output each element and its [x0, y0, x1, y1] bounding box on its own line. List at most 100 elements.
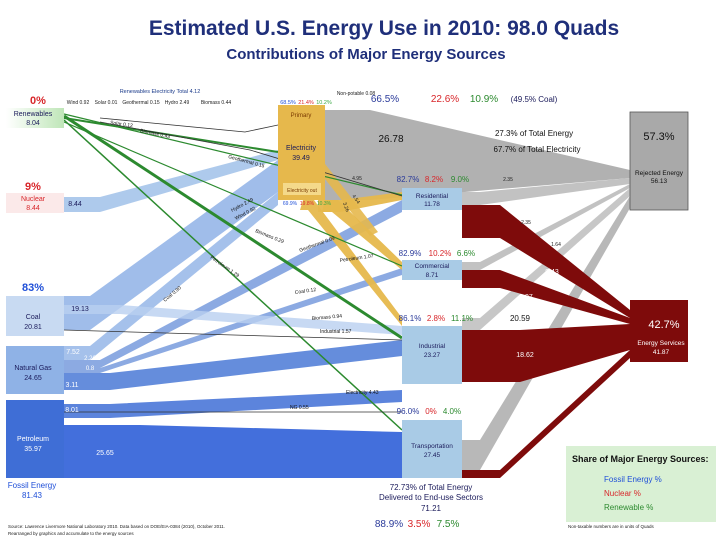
flow-residential-rejected	[462, 178, 630, 205]
flow-label: Electricity 4.43	[346, 390, 379, 396]
nonpotable-note: Non-potable 0.08	[337, 91, 376, 97]
petroleum-label: Petroleum	[17, 436, 49, 443]
trans-share-n: 0%	[425, 407, 437, 416]
flow-petroleum-industrial	[64, 390, 402, 418]
flow-thin-biomass	[99, 121, 403, 197]
res-share-n: 8.2%	[425, 175, 443, 184]
services-pct: 42.7%	[648, 319, 679, 331]
note-total-electricity: 67.7% of Total Electricity	[493, 145, 580, 154]
flow-label: Coal 0.12	[294, 287, 316, 296]
electricity-lost: 26.78	[378, 134, 403, 145]
gas-flow: 0.8	[86, 366, 95, 372]
bottom-share-fossil: 88.9%	[375, 519, 403, 530]
renewables-breakdown-item: Solar 0.01	[95, 100, 118, 106]
electricity-pct-nuclear: 21.4%	[298, 100, 314, 106]
ind-share-f: 86.1%	[399, 314, 422, 323]
flow-thin-ind	[63, 329, 403, 341]
gas-box	[6, 346, 64, 394]
extra-flow: 2.35	[521, 220, 531, 226]
nontaxable-note: Non-taxable numbers are in units of Quad…	[568, 524, 655, 529]
extra-flow: 6.97	[519, 294, 533, 301]
industrial-flow-2: 18.62	[516, 352, 534, 359]
electricity-out-pct-renewable: 10.3%	[317, 201, 332, 207]
flow-label: Biomass 0.94	[312, 313, 343, 322]
industrial-value: 23.27	[424, 352, 441, 359]
top-share-coal: (49.5% Coal)	[511, 95, 558, 104]
residential-label: Residential	[416, 193, 449, 200]
coal-flow: 19.13	[71, 306, 89, 313]
top-share-renewable: 10.9%	[470, 94, 498, 105]
flow-thin-solar	[99, 117, 279, 133]
flow-residential-services	[462, 205, 630, 318]
electricity-to-com: 4.54	[350, 194, 361, 206]
services-value: 41.87	[653, 349, 670, 356]
bottom-share-renewable: 7.5%	[437, 519, 460, 530]
nuclear-value: 8.44	[26, 205, 40, 212]
residential-value: 11.78	[424, 201, 440, 208]
flow-renewable-line-4	[63, 113, 403, 196]
flow-electricity-transport	[310, 160, 378, 236]
gas-label: Natural Gas	[14, 365, 52, 372]
rejected-label: Rejected Energy	[635, 170, 684, 177]
source-note: Source: Lawrence Livermore National Labo…	[8, 524, 225, 529]
commercial-label: Commercial	[415, 263, 450, 270]
electricity-out-pct-fossil: 69.9%	[283, 201, 298, 207]
flow-electricity-industrial	[300, 200, 402, 326]
renewables-breakdown-item: Geothermal 0.15	[122, 100, 159, 106]
flow-petroleum-transport	[64, 425, 402, 478]
res-share-r: 9.0%	[451, 175, 469, 184]
services-label: Energy Services	[637, 340, 685, 347]
legend-nuclear: Nuclear %	[604, 489, 641, 498]
fossil-total-label: Fossil Energy	[8, 481, 56, 490]
electricity-pct-renewable: 10.2%	[316, 100, 332, 106]
flow-label: Biomass 0.43	[140, 128, 171, 140]
flow-industrial-services	[462, 324, 630, 382]
electricity-out-pct-nuclear: 19.8%	[300, 201, 315, 207]
renewables-label: Renewables	[14, 111, 53, 118]
top-share-nuclear: 22.6%	[431, 94, 459, 105]
legend-panel	[566, 446, 716, 522]
nuclear-box	[6, 193, 64, 213]
electricity-to-res: 4.95	[352, 176, 362, 182]
flow-renewable-line-1	[63, 114, 403, 340]
page-title: Estimated U.S. Energy Use in 2010: 98.0 …	[149, 17, 619, 40]
transportation-flow: 6.86	[524, 430, 536, 436]
flow-renewable-line-3	[63, 119, 403, 431]
electricity-out-label: Electricity out	[287, 188, 317, 194]
electricity-pct-fossil: 68.5%	[280, 100, 296, 106]
flow-nuclear-electricity	[64, 150, 278, 212]
extra-flow: 1.64	[551, 242, 561, 248]
rejected-box	[629, 111, 689, 211]
delivered-line1: 72.73% of Total Energy	[390, 483, 473, 492]
trans-share-r: 4.0%	[443, 407, 461, 416]
flow-coal-industrial	[64, 305, 402, 335]
renewables-breakdown-item: Hydro 2.49	[165, 100, 190, 106]
flow-renewable-line-5	[63, 121, 403, 267]
flow-electricity-commercial	[322, 200, 402, 270]
services-box	[630, 300, 688, 362]
residential-box	[402, 188, 462, 210]
flow-label: Industrial 1.57	[320, 329, 352, 335]
legend-renewable: Renewable %	[604, 503, 653, 512]
flow-label: Petroleum 1.07	[339, 253, 374, 264]
source-note: Rearranged by graphics and accumulate to…	[8, 531, 134, 536]
trans-share-f: 96.0%	[397, 407, 420, 416]
rejected-value: 56.13	[651, 178, 668, 185]
com-share-n: 10.2%	[429, 249, 452, 258]
residential-flow: 2.35	[503, 177, 513, 183]
coal-box	[6, 296, 64, 336]
flow-label: Petroleum 1.29	[209, 255, 240, 279]
gas-flow: 2.26	[84, 356, 96, 362]
renewables-elec-note: Renewables Electricity Total 4.12	[120, 89, 201, 95]
electricity-label: Electricity	[286, 145, 316, 152]
ind-share-n: 2.8%	[427, 314, 445, 323]
nuclear-pct: 9%	[25, 181, 41, 193]
res-share-f: 82.7%	[397, 175, 420, 184]
nuclear-label: Nuclear	[21, 196, 46, 203]
gas-value: 24.65	[24, 375, 42, 382]
renewables-pct: 0%	[30, 95, 46, 107]
note-total-energy: 27.3% of Total Energy	[495, 129, 573, 138]
com-share-r: 6.6%	[457, 249, 475, 258]
